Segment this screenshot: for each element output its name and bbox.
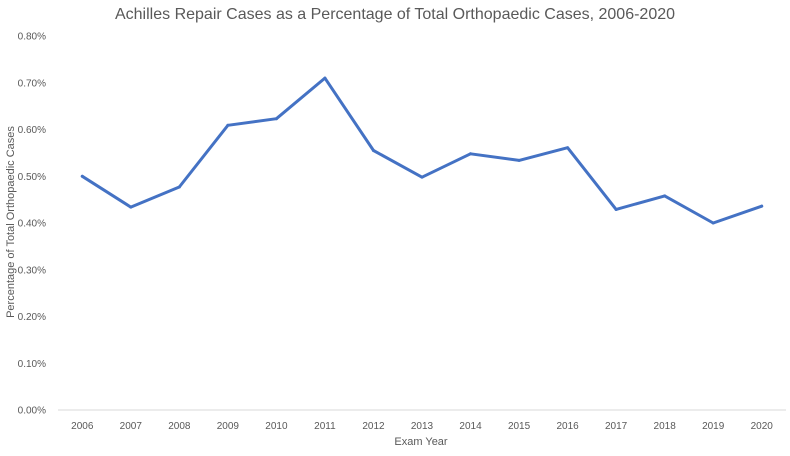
- x-tick-label: 2018: [654, 421, 677, 432]
- x-tick-label: 2017: [605, 421, 628, 432]
- x-tick-label: 2010: [265, 421, 288, 432]
- x-tick-label: 2013: [411, 421, 434, 432]
- y-tick-label: 0.30%: [18, 265, 46, 276]
- y-tick-label: 0.70%: [18, 78, 46, 89]
- data-point: [323, 76, 327, 80]
- data-point: [80, 174, 84, 178]
- x-tick-label: 2007: [120, 421, 143, 432]
- data-point: [469, 152, 473, 156]
- x-tick-label: 2009: [217, 421, 240, 432]
- y-tick-label: 0.40%: [18, 219, 46, 230]
- y-tick-label: 0.60%: [18, 125, 46, 136]
- series-group: [80, 76, 764, 225]
- y-tick-label: 0.20%: [18, 312, 46, 323]
- y-tick-label: 0.10%: [18, 359, 46, 370]
- x-tick-label: 2015: [508, 421, 531, 432]
- data-point: [274, 117, 278, 121]
- data-point: [226, 123, 230, 127]
- data-point: [371, 149, 375, 153]
- series-line: [80, 76, 764, 225]
- data-point: [663, 194, 667, 198]
- data-point: [566, 146, 570, 150]
- data-point: [517, 158, 521, 162]
- y-tick-label: 0.80%: [18, 32, 46, 43]
- x-tick-label: 2011: [314, 421, 336, 432]
- x-tick-label: 2014: [459, 421, 482, 432]
- y-tick-label: 0.00%: [18, 406, 46, 417]
- chart-title: Achilles Repair Cases as a Percentage of…: [115, 6, 675, 23]
- data-point: [129, 205, 133, 209]
- x-tick-label: 2019: [702, 421, 725, 432]
- y-axis-ticks: 0.00% 0.10% 0.20% 0.30% 0.40% 0.50% 0.60% 0.70%…: [18, 32, 46, 417]
- x-axis-ticks: 2006 2007 2008 2009 2010 2011 2012 2013 2014 2015…: [71, 421, 773, 432]
- x-axis-title: Exam Year: [394, 436, 448, 448]
- x-tick-label: 2020: [751, 421, 774, 432]
- x-tick-label: 2008: [168, 421, 191, 432]
- data-point: [760, 204, 764, 208]
- data-point: [177, 185, 181, 189]
- data-point: [711, 221, 715, 225]
- x-tick-label: 2006: [71, 421, 94, 432]
- y-tick-label: 0.50%: [18, 172, 46, 183]
- x-tick-label: 2012: [362, 421, 385, 432]
- y-axis-title: Percentage of Total Orthopaedic Cases: [5, 126, 17, 318]
- data-point: [614, 207, 618, 211]
- data-point: [420, 175, 424, 179]
- x-tick-label: 2016: [556, 421, 579, 432]
